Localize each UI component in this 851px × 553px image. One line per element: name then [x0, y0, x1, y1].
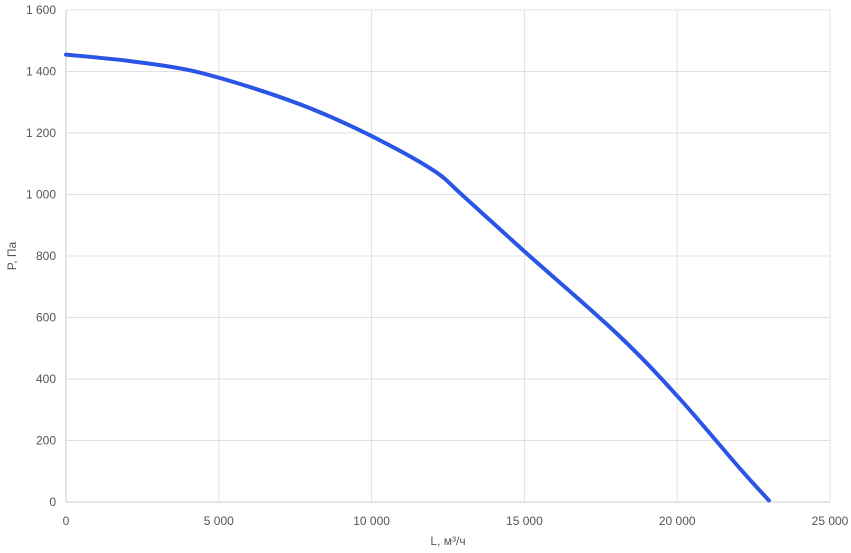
grid	[66, 9, 831, 502]
x-axis-title: L, м³/ч	[430, 534, 465, 548]
y-tick-label: 1 400	[26, 65, 56, 79]
x-tick-label: 25 000	[812, 514, 849, 528]
x-tick-label: 15 000	[506, 514, 543, 528]
y-tick-label: 1 000	[26, 188, 56, 202]
series-line-0	[64, 52, 771, 503]
x-tick-label: 10 000	[353, 514, 390, 528]
tick-labels: 0 5 000 10 000 15 000 20 000 25 000 0 200 400 600…	[26, 3, 849, 528]
y-tick-label: 800	[36, 249, 56, 263]
y-tick-label: 600	[36, 311, 56, 325]
y-tick-label: 1 600	[26, 3, 56, 17]
y-tick-label: 200	[36, 434, 56, 448]
x-tick-label: 20 000	[659, 514, 696, 528]
x-tick-label: 5 000	[204, 514, 234, 528]
series-layer	[64, 52, 771, 503]
y-tick-label: 400	[36, 372, 56, 386]
x-tick-label: 0	[63, 514, 70, 528]
y-tick-label: 0	[49, 495, 56, 509]
y-tick-label: 1 200	[26, 126, 56, 140]
axes	[65, 10, 830, 503]
y-axis-title: P, Па	[5, 241, 19, 270]
